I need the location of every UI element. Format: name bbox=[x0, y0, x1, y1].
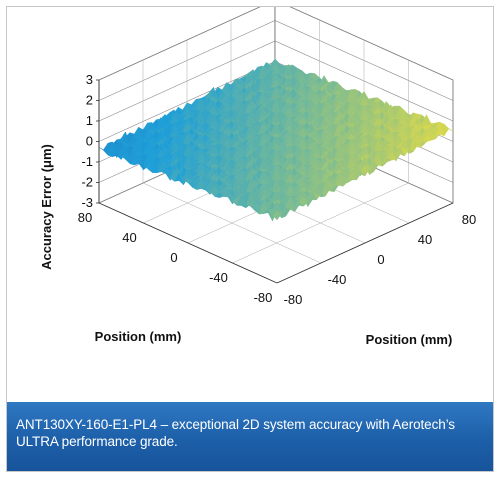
x-tick-label: 80 bbox=[78, 210, 92, 225]
surface-cell bbox=[272, 210, 282, 221]
y-axis-line bbox=[276, 202, 454, 284]
y-tick-label: 40 bbox=[418, 232, 432, 247]
z-axis-label: Accuracy Error (μm) bbox=[39, 144, 54, 270]
z-tick-label: -1 bbox=[81, 154, 93, 169]
caption-band: ANT130XY-160-E1-PL4 – exceptional 2D sys… bbox=[7, 402, 493, 471]
x-axis-label: Position (mm) bbox=[95, 329, 182, 344]
figure-caption: ANT130XY-160-E1-PL4 – exceptional 2D sys… bbox=[16, 417, 455, 449]
y-tick-label: -40 bbox=[328, 272, 347, 287]
error-surface bbox=[98, 58, 454, 222]
y-tick-label: -80 bbox=[284, 292, 303, 307]
x-tick-label: 0 bbox=[170, 250, 177, 265]
z-gridline bbox=[98, 20, 454, 101]
x-axis-line bbox=[98, 202, 278, 284]
x-tick-label: 40 bbox=[122, 230, 136, 245]
plot-panel: 3 2 1 0 -1 -2 -3 80 40 0 -40 -80 -80 -40 0 40 80 Accurac… bbox=[7, 7, 493, 402]
z-gridline bbox=[98, 7, 454, 81]
z-tick-label: 1 bbox=[86, 113, 93, 128]
x-tick-label: -80 bbox=[254, 290, 273, 305]
z-tick-label: 3 bbox=[86, 72, 93, 87]
x-tick-label: -40 bbox=[209, 270, 228, 285]
z-tick-label: -2 bbox=[81, 175, 93, 190]
z-tick-label: 2 bbox=[86, 93, 93, 108]
z-gridline bbox=[98, 40, 454, 122]
figure-card: 3 2 1 0 -1 -2 -3 80 40 0 -40 -80 -80 -40 0 40 80 Accurac… bbox=[6, 6, 494, 472]
y-tick-label: 0 bbox=[377, 252, 384, 267]
y-axis-label: Position (mm) bbox=[366, 332, 453, 347]
z-tick-label: -3 bbox=[81, 195, 93, 210]
y-tick-label: 80 bbox=[462, 212, 476, 227]
z-tick-label: 0 bbox=[86, 134, 93, 149]
